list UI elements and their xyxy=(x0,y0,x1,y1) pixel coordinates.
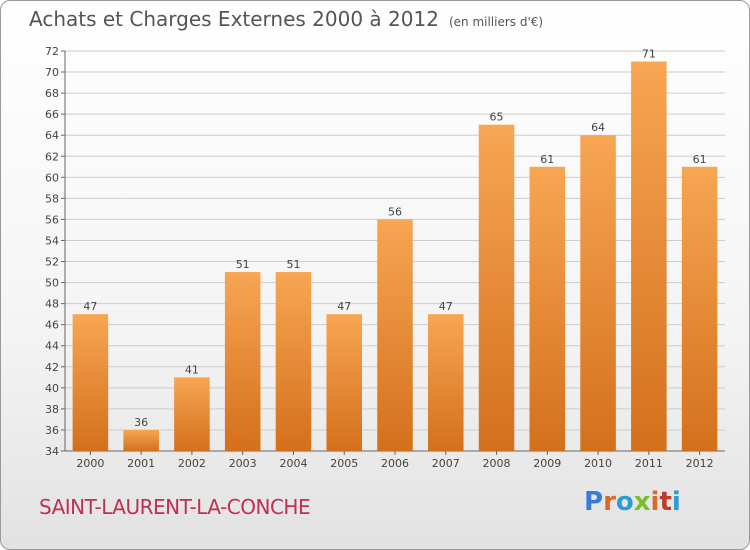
y-tick-label: 38 xyxy=(45,403,59,416)
bar-2004 xyxy=(275,272,312,451)
y-tick-label: 64 xyxy=(45,129,59,142)
bar-2003 xyxy=(224,272,261,451)
y-tick-label: 50 xyxy=(45,277,59,290)
y-tick-label: 66 xyxy=(45,108,59,121)
y-tick-label: 56 xyxy=(45,213,59,226)
chart-title: Achats et Charges Externes 2000 à 2012 (e… xyxy=(29,7,543,31)
commune-name: SAINT-LAURENT-LA-CONCHE xyxy=(39,495,311,519)
value-label-2003: 51 xyxy=(236,258,250,271)
y-tick-label: 46 xyxy=(45,319,59,332)
y-tick-label: 40 xyxy=(45,382,59,395)
bar-2001 xyxy=(123,429,159,451)
bar-2002 xyxy=(174,377,210,451)
value-label-2002: 41 xyxy=(185,363,199,376)
y-tick-label: 36 xyxy=(45,424,59,437)
x-tick-label-2007: 2007 xyxy=(432,457,460,470)
bars xyxy=(72,61,718,452)
value-label-2009: 61 xyxy=(540,153,554,166)
value-label-2012: 61 xyxy=(693,153,707,166)
bar-2005 xyxy=(326,314,362,451)
value-label-2010: 64 xyxy=(591,121,605,134)
y-tick-label: 58 xyxy=(45,192,59,205)
y-tick-label: 48 xyxy=(45,298,59,311)
logo-letter: t xyxy=(659,487,672,517)
y-tick-label: 54 xyxy=(45,234,59,247)
y-tick-label: 34 xyxy=(45,445,59,458)
x-tick-label-2009: 2009 xyxy=(533,457,561,470)
y-tick-label: 42 xyxy=(45,361,59,374)
x-tick-label-2002: 2002 xyxy=(178,457,206,470)
bar-2008 xyxy=(478,124,515,452)
y-tick-label: 70 xyxy=(45,66,59,79)
x-tick-label-2000: 2000 xyxy=(76,457,104,470)
y-tick-label: 68 xyxy=(45,87,59,100)
logo-letter: i xyxy=(671,487,681,517)
value-label-2005: 47 xyxy=(337,300,351,313)
chart-title-text: Achats et Charges Externes 2000 à 2012 xyxy=(29,7,439,31)
bar-2010 xyxy=(580,135,616,452)
x-tick-label-2011: 2011 xyxy=(635,457,663,470)
value-label-2000: 47 xyxy=(83,300,97,313)
x-tick-label-2004: 2004 xyxy=(279,457,307,470)
logo-letter: o xyxy=(615,487,634,517)
bar-2012 xyxy=(681,166,718,451)
bar-2006 xyxy=(377,219,413,451)
logo-letter: P xyxy=(584,487,604,517)
x-tick-label-2012: 2012 xyxy=(686,457,714,470)
y-tick-label: 60 xyxy=(45,171,59,184)
chart-subtitle: (en milliers d'€) xyxy=(448,15,544,29)
value-label-2004: 51 xyxy=(286,258,300,271)
y-tick-label: 44 xyxy=(45,340,59,353)
proxiti-logo[interactable]: Proxiti xyxy=(584,487,681,517)
logo-letter: r xyxy=(603,487,616,517)
x-tick-label-2001: 2001 xyxy=(127,457,155,470)
x-tick-label-2006: 2006 xyxy=(381,457,409,470)
bar-2011 xyxy=(631,61,667,452)
bar-2007 xyxy=(428,314,464,451)
bar-2009 xyxy=(529,166,566,451)
y-tick-label: 52 xyxy=(45,256,59,269)
value-label-2008: 65 xyxy=(490,111,504,124)
value-label-2001: 36 xyxy=(134,416,148,429)
value-label-2011: 71 xyxy=(642,48,656,61)
value-label-2007: 47 xyxy=(439,300,453,313)
logo-letter: x xyxy=(633,487,651,517)
y-tick-label: 62 xyxy=(45,150,59,163)
bar-2000 xyxy=(72,314,109,451)
x-tick-label-2008: 2008 xyxy=(483,457,511,470)
y-tick-label: 72 xyxy=(45,45,59,58)
logo-letter: i xyxy=(650,487,660,517)
x-tick-label-2010: 2010 xyxy=(584,457,612,470)
value-labels: 47 36 41 51 51 47 56 47 65 61 64 71 61 xyxy=(83,48,706,429)
x-tick-label-2005: 2005 xyxy=(330,457,358,470)
value-label-2006: 56 xyxy=(388,205,402,218)
x-tick-label-2003: 2003 xyxy=(229,457,257,470)
